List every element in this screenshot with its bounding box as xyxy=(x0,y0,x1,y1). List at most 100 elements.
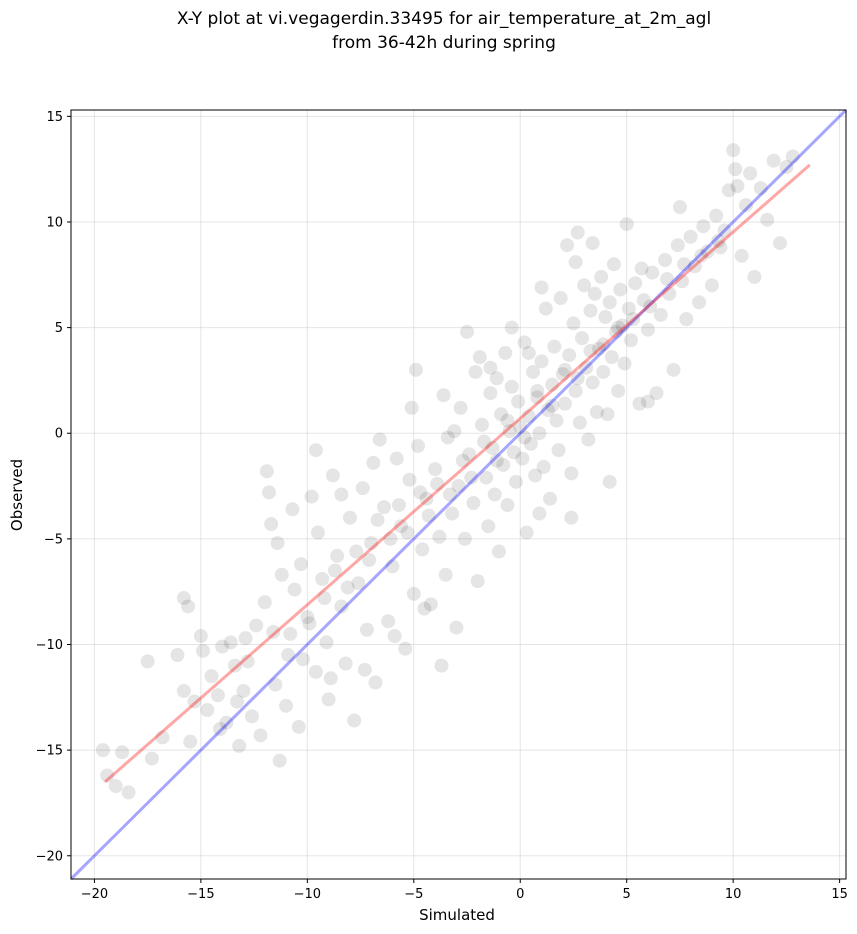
y-tick-label: 10 xyxy=(46,215,63,230)
data-point xyxy=(455,453,470,468)
data-point xyxy=(436,388,451,403)
data-point xyxy=(176,683,191,698)
y-tick-label: −15 xyxy=(36,744,63,759)
data-point xyxy=(193,629,208,644)
data-point xyxy=(628,276,643,291)
data-point xyxy=(581,432,596,447)
data-point xyxy=(515,451,530,466)
data-point xyxy=(521,409,536,424)
data-point xyxy=(432,529,447,544)
x-axis-ticks: −20 −15 −10 −5 0 5 10 15 xyxy=(81,879,848,902)
data-point xyxy=(677,257,692,272)
data-point xyxy=(328,563,343,578)
data-point xyxy=(508,474,523,489)
data-point xyxy=(430,476,445,491)
data-point xyxy=(464,470,479,485)
data-point xyxy=(779,160,794,175)
data-point xyxy=(270,536,285,551)
data-point xyxy=(579,360,594,375)
data-point xyxy=(658,252,673,267)
data-point xyxy=(338,656,353,671)
data-point xyxy=(511,394,526,409)
data-point xyxy=(687,259,702,274)
data-point xyxy=(730,179,745,194)
data-point xyxy=(385,559,400,574)
data-point xyxy=(389,451,404,466)
data-point xyxy=(568,383,583,398)
data-point xyxy=(355,481,370,496)
data-point xyxy=(176,591,191,606)
data-point xyxy=(406,586,421,601)
data-point xyxy=(602,295,617,310)
y-tick-label: 15 xyxy=(46,110,63,125)
data-point xyxy=(268,677,283,692)
data-point xyxy=(183,734,198,749)
data-point xyxy=(423,597,438,612)
data-point xyxy=(334,487,349,502)
data-point xyxy=(249,618,264,633)
data-point xyxy=(530,390,545,405)
data-point xyxy=(675,274,690,289)
data-point xyxy=(419,491,434,506)
data-point xyxy=(262,485,277,500)
data-point xyxy=(321,692,336,707)
data-point xyxy=(391,498,406,513)
data-point xyxy=(570,371,585,386)
data-point xyxy=(596,337,611,352)
data-point xyxy=(272,753,287,768)
data-point xyxy=(496,457,511,472)
data-point xyxy=(517,430,532,445)
data-point xyxy=(400,525,415,540)
data-point xyxy=(279,698,294,713)
data-point xyxy=(626,312,641,327)
data-point xyxy=(264,517,279,532)
data-point xyxy=(538,301,553,316)
data-point xyxy=(387,629,402,644)
data-point xyxy=(519,525,534,540)
regression-line xyxy=(104,163,811,783)
data-point xyxy=(472,350,487,365)
data-point xyxy=(304,489,319,504)
data-point xyxy=(181,599,196,614)
grid-lines xyxy=(71,110,846,879)
data-point xyxy=(726,143,741,158)
data-point xyxy=(447,424,462,439)
data-point xyxy=(460,324,475,339)
data-point xyxy=(213,722,228,737)
data-point xyxy=(121,785,136,800)
data-point xyxy=(481,519,496,534)
data-point xyxy=(760,212,775,227)
data-point xyxy=(506,445,521,460)
data-point xyxy=(532,506,547,521)
data-point xyxy=(287,582,302,597)
data-point xyxy=(489,371,504,386)
data-point xyxy=(440,430,455,445)
data-point xyxy=(594,269,609,284)
x-axis-label: Simulated xyxy=(419,906,495,924)
data-point xyxy=(564,466,579,481)
data-point xyxy=(545,377,560,392)
data-point xyxy=(521,345,536,360)
data-point xyxy=(634,261,649,276)
data-point xyxy=(543,491,558,506)
data-point xyxy=(692,295,707,310)
data-point xyxy=(560,238,575,253)
data-point xyxy=(317,591,332,606)
data-point xyxy=(721,183,736,198)
data-point xyxy=(404,400,419,415)
y-tick-label: 5 xyxy=(55,321,63,336)
data-point xyxy=(291,719,306,734)
data-point xyxy=(498,345,513,360)
data-point xyxy=(679,312,694,327)
data-point xyxy=(383,531,398,546)
data-point xyxy=(445,506,460,521)
data-point xyxy=(334,599,349,614)
data-point xyxy=(585,236,600,251)
data-point xyxy=(100,768,115,783)
data-point xyxy=(613,282,628,297)
data-point xyxy=(449,620,464,635)
chart-title-line-1: X-Y plot at vi.vegagerdin.33495 for air_… xyxy=(177,9,711,29)
data-point xyxy=(766,153,781,168)
y-tick-label: −5 xyxy=(44,532,63,547)
